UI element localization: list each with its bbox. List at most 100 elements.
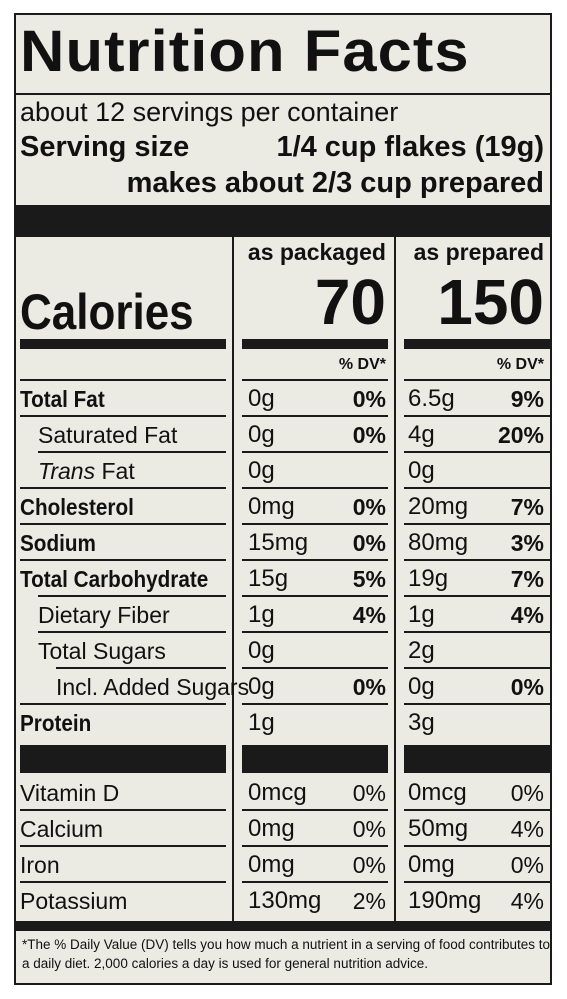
packaged-amount: 130mg bbox=[248, 887, 322, 914]
prepared-amount: 0mcg bbox=[408, 779, 467, 806]
thick-rule-vitamins-left bbox=[20, 745, 226, 773]
packaged-dv: 5% bbox=[352, 566, 386, 592]
calories-label: Calories bbox=[20, 284, 194, 340]
prepared-dv: 3% bbox=[510, 530, 544, 556]
prepared-amount: 2g bbox=[408, 637, 435, 664]
packaged-amount: 0g bbox=[248, 637, 275, 664]
vitamin-name: Potassium bbox=[20, 888, 128, 914]
prepared-amount: 0g bbox=[408, 673, 435, 700]
nutrient-name: Total Fat bbox=[20, 386, 105, 412]
packaged-dv: 0% bbox=[352, 386, 386, 412]
nutrition-facts-label: Nutrition Facts about 12 servings per co… bbox=[14, 13, 552, 985]
packaged-dv: 0% bbox=[352, 422, 386, 448]
prepared-dv: 7% bbox=[510, 494, 544, 520]
prepared-dv: 0% bbox=[510, 780, 544, 806]
prepared-dv: 9% bbox=[510, 386, 544, 412]
packaged-amount: 1g bbox=[248, 601, 275, 628]
prepared-amount: 190mg bbox=[408, 887, 482, 914]
bottom-rule bbox=[16, 921, 550, 931]
nutrient-row-cholesterol: Cholesterol 0mg 0% 20mg 7% bbox=[16, 489, 550, 525]
nutrient-name: Saturated Fat bbox=[38, 422, 178, 448]
packaged-dv: 4% bbox=[352, 602, 386, 628]
prepared-amount: 20mg bbox=[408, 493, 469, 520]
packaged-amount: 0g bbox=[248, 673, 275, 700]
nutrient-name: Sodium bbox=[20, 530, 96, 556]
packaged-dv: 0% bbox=[352, 530, 386, 556]
nutrient-row-total-sugars: Total Sugars 0g 2g bbox=[16, 633, 550, 669]
nutrient-name: Incl. Added Sugars bbox=[56, 674, 250, 700]
prepared-amount: 50mg bbox=[408, 815, 469, 842]
column-divider-left bbox=[232, 237, 234, 929]
dv-rule-packaged bbox=[242, 379, 388, 381]
nutrient-row-total-fat: Total Fat 0g 0% 6.5g 9% bbox=[16, 381, 550, 417]
prepared-amount: 6.5g bbox=[408, 385, 455, 412]
packaged-dv: 2% bbox=[352, 888, 386, 914]
nutrient-row-sodium: Sodium 15mg 0% 80mg 3% bbox=[16, 525, 550, 561]
column-header-prepared: as prepared bbox=[413, 239, 544, 265]
serving-size-label: Serving size bbox=[20, 131, 190, 163]
packaged-amount: 0mg bbox=[248, 493, 295, 520]
servings-per-container: about 12 servings per container bbox=[20, 97, 399, 127]
nutrient-row-dietary-fiber: Dietary Fiber 1g 4% 1g 4% bbox=[16, 597, 550, 633]
prepared-dv: 7% bbox=[510, 566, 544, 592]
vitamin-row-iron: Iron 0mg 0% 0mg 0% bbox=[16, 847, 550, 883]
thick-rule-top bbox=[16, 205, 550, 237]
nutrient-name: Cholesterol bbox=[20, 494, 134, 520]
prepared-dv: 4% bbox=[510, 888, 544, 914]
calories-rule-prepared bbox=[404, 339, 550, 349]
prepared-dv: 4% bbox=[510, 602, 544, 628]
vitamin-name: Calcium bbox=[20, 816, 104, 842]
nutrient-name: Total Sugars bbox=[38, 638, 166, 664]
prepared-amount: 4g bbox=[408, 421, 435, 448]
prepared-dv: 0% bbox=[510, 674, 544, 700]
packaged-amount: 0g bbox=[248, 385, 275, 412]
packaged-amount: 1g bbox=[248, 709, 275, 736]
nutrient-row-added-sugars: Incl. Added Sugars 0g 0% 0g 0% bbox=[16, 669, 550, 705]
packaged-amount: 0mg bbox=[248, 851, 295, 878]
serving-size-value: 1/4 cup flakes (19g) bbox=[276, 131, 544, 163]
prepared-amount: 0mg bbox=[408, 851, 455, 878]
prepared-amount: 80mg bbox=[408, 529, 469, 556]
dv-footnote: *The % Daily Value (DV) tells you how mu… bbox=[22, 937, 551, 971]
prepared-dv: 4% bbox=[510, 816, 544, 842]
prepared-amount: 3g bbox=[408, 709, 435, 736]
packaged-dv: 0% bbox=[352, 494, 386, 520]
prepared-amount: 1g bbox=[408, 601, 435, 628]
vitamin-row-calcium: Calcium 0mg 0% 50mg 4% bbox=[16, 811, 550, 847]
dv-rule-left bbox=[20, 379, 226, 381]
packaged-dv: 0% bbox=[352, 816, 386, 842]
calories-packaged: 70 bbox=[314, 266, 386, 338]
dv-header-packaged: % DV* bbox=[338, 356, 386, 373]
nutrient-name: Total Carbohydrate bbox=[20, 566, 209, 592]
vitamin-row-vitamin-d: Vitamin D 0mcg 0% 0mcg 0% bbox=[16, 775, 550, 811]
packaged-amount: 0g bbox=[248, 421, 275, 448]
prepared-amount: 19g bbox=[408, 565, 449, 592]
nutrient-name: Protein bbox=[20, 710, 92, 736]
calories-prepared: 150 bbox=[437, 266, 544, 338]
packaged-dv: 0% bbox=[352, 852, 386, 878]
nutrient-name: Dietary Fiber bbox=[38, 602, 170, 628]
dv-header-prepared: % DV* bbox=[496, 356, 544, 373]
packaged-amount: 0mg bbox=[248, 815, 295, 842]
thick-rule-vitamins-packaged bbox=[242, 745, 388, 773]
nutrient-row-total-carbohydrate: Total Carbohydrate 15g 5% 19g 7% bbox=[16, 561, 550, 597]
packaged-amount: 0g bbox=[248, 457, 275, 484]
column-divider-right bbox=[394, 237, 396, 929]
dv-rule-prepared bbox=[404, 379, 550, 381]
vitamin-name: Iron bbox=[20, 852, 60, 878]
packaged-dv: 0% bbox=[352, 780, 386, 806]
thick-rule-vitamins-prepared bbox=[404, 745, 550, 773]
vitamin-name: Vitamin D bbox=[20, 780, 120, 806]
nutrient-name: Trans Fat bbox=[38, 457, 135, 485]
packaged-amount: 15g bbox=[248, 565, 289, 592]
packaged-amount: 15mg bbox=[248, 529, 309, 556]
nutrient-row-trans-fat: Trans Fat 0g 0g bbox=[16, 453, 550, 489]
packaged-dv: 0% bbox=[352, 674, 386, 700]
prepared-amount: 0g bbox=[408, 457, 435, 484]
calories-rule-left bbox=[20, 339, 226, 349]
calories-rule-packaged bbox=[242, 339, 388, 349]
serving-size-prepared: makes about 2/3 cup prepared bbox=[126, 167, 544, 199]
prepared-dv: 0% bbox=[510, 852, 544, 878]
title-rule bbox=[16, 93, 550, 95]
label-title: Nutrition Facts bbox=[20, 19, 470, 84]
